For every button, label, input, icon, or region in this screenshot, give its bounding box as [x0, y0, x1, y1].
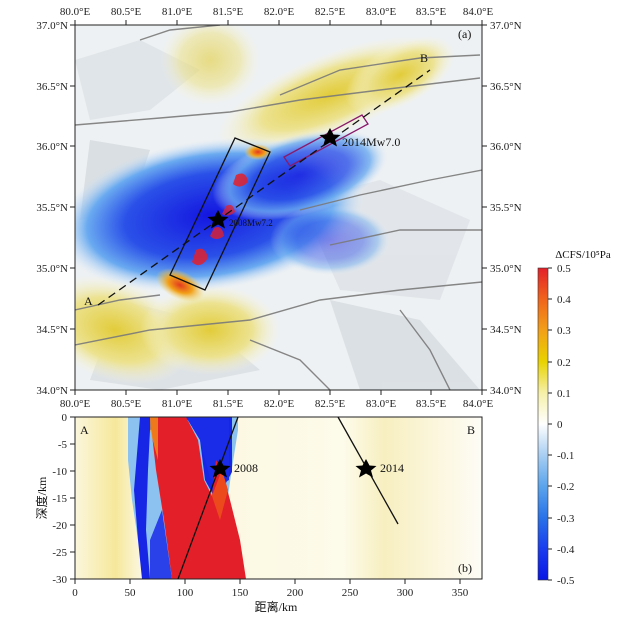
lat-right-label: 36.0°N — [490, 141, 522, 153]
epicenter-2014-star-icon — [319, 128, 341, 147]
map-axes: 80.0°E 80.5°E 81.0°E 81.5°E 82.0°E 82.5°… — [36, 6, 521, 410]
distance-tick: 50 — [125, 587, 137, 599]
cfs-map-field — [75, 25, 482, 390]
lon-top-label: 82.5°E — [315, 6, 346, 18]
lon-top-label: 80.5°E — [111, 6, 142, 18]
panel-label-a: (a) — [458, 27, 471, 41]
depth-axis-label: 深度/km — [34, 476, 49, 519]
profile-label-b: B — [420, 51, 428, 65]
lon-bottom-label: 82.5°E — [315, 398, 346, 410]
depth-tick: -15 — [52, 493, 67, 505]
colorbar-tick: -0.1 — [557, 450, 574, 462]
distance-tick: 0 — [72, 587, 78, 599]
lat-left-label: 34.5°N — [36, 324, 68, 336]
hypocenter-2008-label: 2008 — [234, 461, 258, 475]
profile-line — [97, 69, 431, 306]
lat-left-label: 34.0°N — [36, 385, 68, 397]
colorbar-tick: 0 — [557, 419, 563, 431]
lat-left-label: 36.0°N — [36, 141, 68, 153]
panel-label-b: (b) — [458, 561, 472, 575]
rupture-box-2014 — [283, 114, 369, 167]
lon-top-label: 81.5°E — [213, 6, 244, 18]
distance-tick: 100 — [177, 587, 194, 599]
lon-bottom-label: 80.0°E — [60, 398, 91, 410]
map-panel: A B 2014Mw7.0 2008Mw7.2 (a) 80.0°E 80.5°… — [36, 6, 521, 410]
lat-right-label: 34.5°N — [490, 324, 522, 336]
depth-tick: -10 — [52, 466, 67, 478]
lon-top-label: 84.0°E — [463, 6, 494, 18]
lat-left-label: 37.0°N — [36, 20, 68, 32]
lon-top-label: 81.0°E — [162, 6, 193, 18]
depth-tick: -25 — [52, 547, 67, 559]
colorbar-tick: -0.4 — [557, 544, 575, 556]
lat-right-label: 35.0°N — [490, 263, 522, 275]
hypocenter-2014-star-icon — [355, 459, 377, 478]
distance-tick: 300 — [397, 587, 414, 599]
colorbar-ramp — [537, 267, 549, 581]
lon-bottom-label: 80.5°E — [111, 398, 142, 410]
depth-tick: 0 — [62, 412, 68, 424]
colorbar-tick: -0.2 — [557, 481, 574, 493]
depth-tick: -20 — [52, 520, 67, 532]
lat-right-label: 36.5°N — [490, 81, 522, 93]
distance-tick: 150 — [232, 587, 249, 599]
lon-top-label: 80.0°E — [60, 6, 91, 18]
colorbar-tick: -0.5 — [557, 575, 575, 587]
lon-bottom-label: 82.0°E — [264, 398, 295, 410]
distance-tick: 250 — [342, 587, 359, 599]
lon-top-label: 83.0°E — [366, 6, 397, 18]
hypocenter-2014-label: 2014 — [380, 461, 404, 475]
cfs-profile-field — [75, 417, 482, 579]
colorbar-tick: 0.2 — [557, 357, 571, 369]
distance-tick: 200 — [287, 587, 304, 599]
profile-panel: 2008 2014 A B (b) 0 50 100 150 200 250 3… — [34, 412, 483, 614]
lon-bottom-label: 81.0°E — [162, 398, 193, 410]
lat-right-label: 35.5°N — [490, 202, 522, 214]
lon-top-label: 83.5°E — [416, 6, 447, 18]
colorbar-tick: 0.3 — [557, 325, 571, 337]
lat-left-label: 35.0°N — [36, 263, 68, 275]
distance-axis-label: 距离/km — [255, 599, 298, 614]
colorbar-tick: 0.4 — [557, 294, 571, 306]
lon-bottom-label: 81.5°E — [213, 398, 244, 410]
colorbar-tick: 0.1 — [557, 388, 571, 400]
profile-end-label: B — [467, 423, 475, 437]
lat-left-label: 36.5°N — [36, 81, 68, 93]
colorbar: ΔCFS/10⁵Pa 0.5 0.4 0.3 0.2 0.1 0 -0.1 -0… — [537, 249, 611, 587]
profile-start-label: A — [80, 423, 89, 437]
hypocenter-2008-star-icon — [209, 459, 231, 478]
fault-traces — [75, 25, 482, 390]
rupture-box-2008 — [169, 137, 271, 291]
fault-plane-2008 — [177, 416, 239, 580]
epicenter-2008-star-icon — [207, 210, 229, 229]
epicenter-2014-label: 2014Mw7.0 — [342, 135, 400, 149]
epicenter-2008-label: 2008Mw7.2 — [229, 218, 273, 228]
lon-bottom-label: 84.0°E — [463, 398, 494, 410]
distance-tick: 350 — [452, 587, 469, 599]
lon-bottom-label: 83.5°E — [416, 398, 447, 410]
colorbar-title: ΔCFS/10⁵Pa — [555, 249, 611, 261]
colorbar-tick: -0.3 — [557, 513, 575, 525]
lon-top-label: 82.0°E — [264, 6, 295, 18]
depth-tick: -5 — [58, 439, 68, 451]
profile-label-a: A — [84, 294, 93, 308]
lon-bottom-label: 83.0°E — [366, 398, 397, 410]
colorbar-tick: 0.5 — [557, 263, 571, 275]
depth-tick: -30 — [52, 574, 67, 586]
lat-left-label: 35.5°N — [36, 202, 68, 214]
lat-right-label: 37.0°N — [490, 20, 522, 32]
lat-right-label: 34.0°N — [490, 385, 522, 397]
